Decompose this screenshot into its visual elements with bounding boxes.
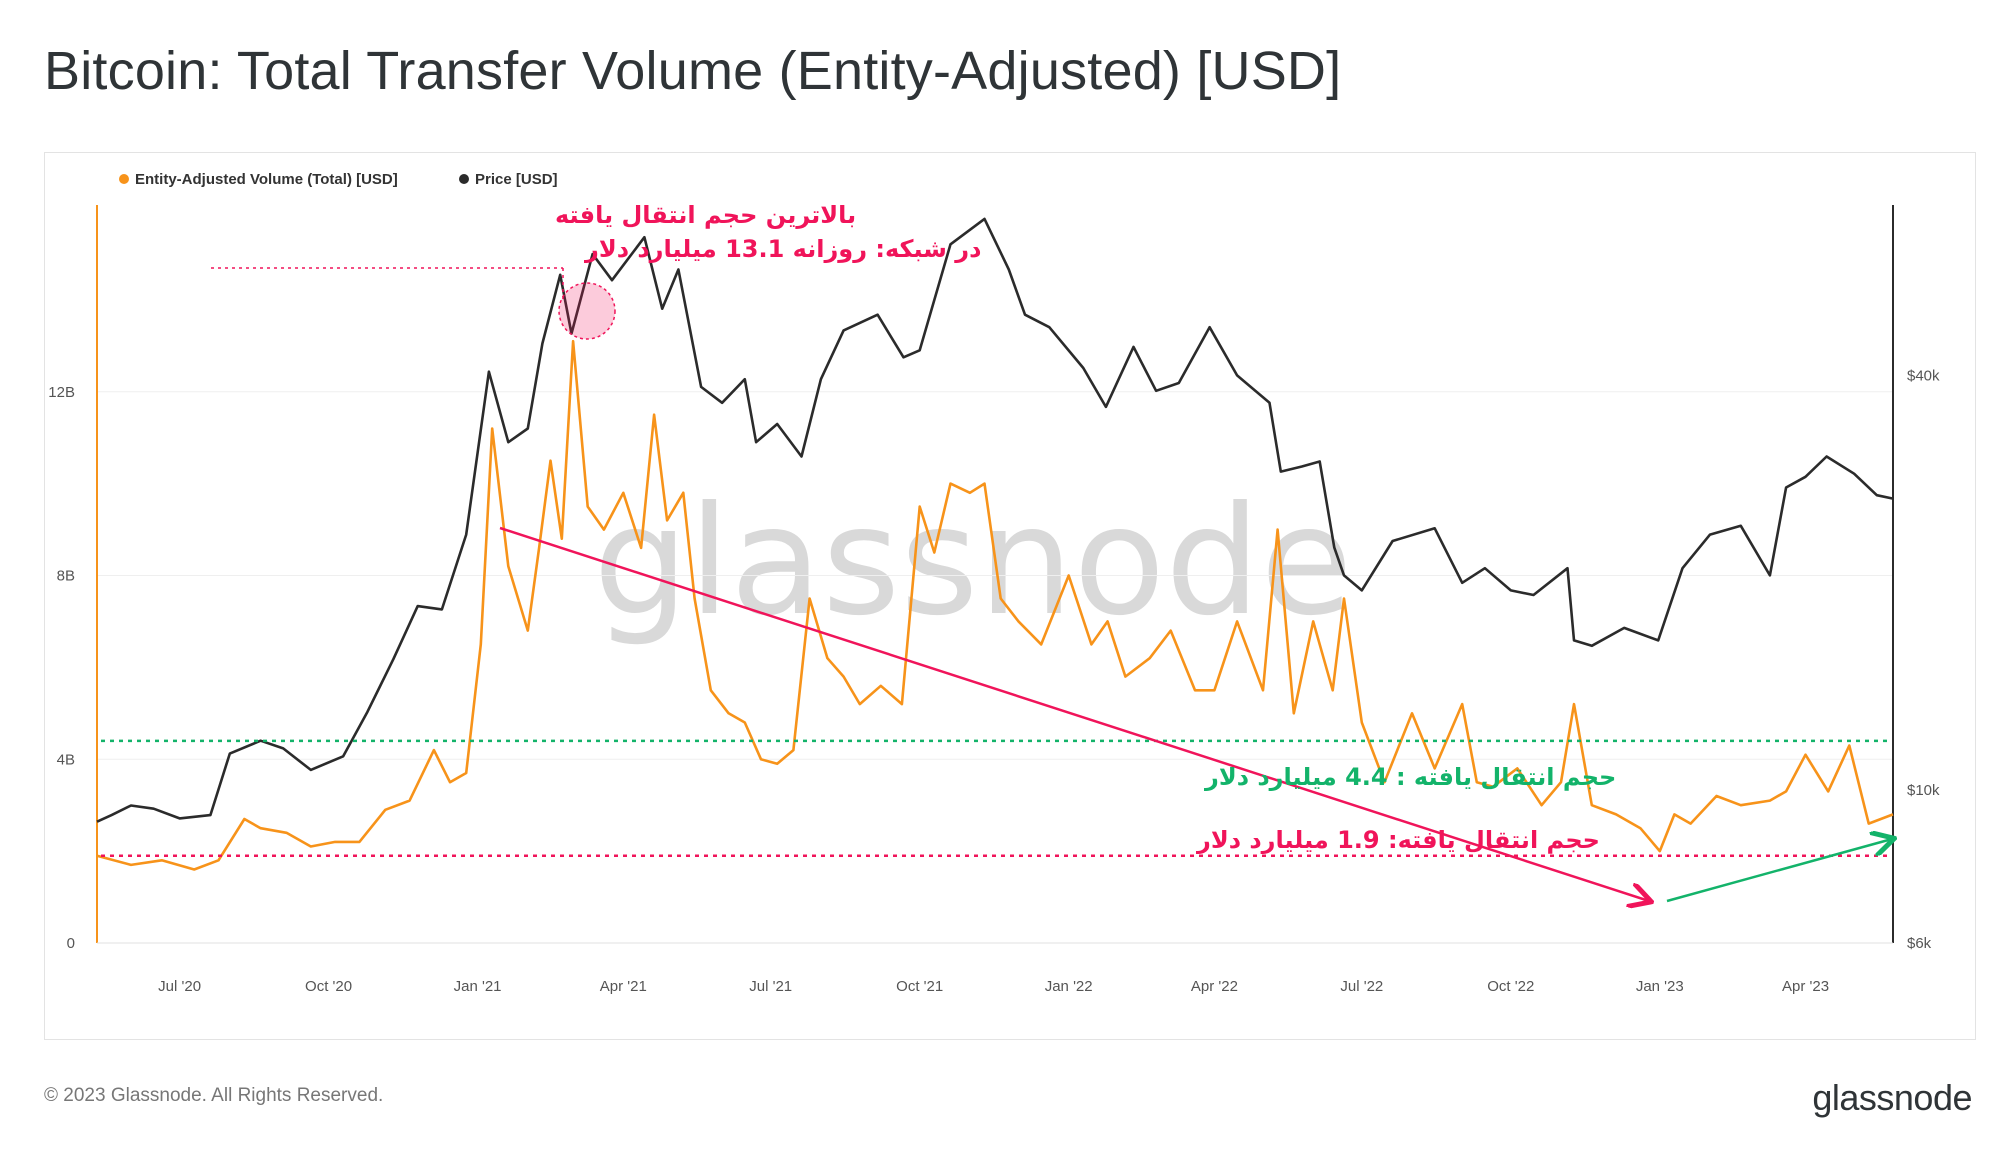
legend-label-volume[interactable]: Entity-Adjusted Volume (Total) [USD] xyxy=(135,171,398,188)
x-tick-label: Jul '22 xyxy=(1340,978,1383,995)
peak-highlight-circle xyxy=(558,282,616,340)
y-left-tick-label: 8B xyxy=(57,568,75,585)
x-tick-label: Jul '20 xyxy=(158,978,201,995)
y-right-tick-label: $40k xyxy=(1907,367,1940,384)
price-series-line xyxy=(96,217,1894,823)
legend: Entity-Adjusted Volume (Total) [USD] Pri… xyxy=(119,171,558,188)
peak-annotation-line2: در شبکه: روزانه 13.1 میلیارد دلار xyxy=(584,235,981,263)
x-tick-label: Jul '21 xyxy=(749,978,792,995)
copyright-text: © 2023 Glassnode. All Rights Reserved. xyxy=(44,1085,384,1106)
downtrend-arrow xyxy=(499,526,1649,901)
legend-label-price[interactable]: Price [USD] xyxy=(475,171,558,188)
x-tick-label: Jan '21 xyxy=(454,978,502,995)
legend-dot-price xyxy=(459,174,469,184)
x-tick-label: Apr '21 xyxy=(600,978,647,995)
x-tick-label: Oct '21 xyxy=(896,978,943,995)
pink-line-label: حجم انتقال یافته: 1.9 میلیارد دلار xyxy=(1196,826,1600,854)
volume-series-line xyxy=(96,339,1894,871)
x-tick-label: Apr '22 xyxy=(1191,978,1238,995)
y-right-tick-label: $6k xyxy=(1907,935,1932,952)
y-left-tick-label: 12B xyxy=(48,384,75,401)
y-left-tick-label: 4B xyxy=(57,751,75,768)
x-tick-label: Apr '23 xyxy=(1782,978,1829,995)
glassnode-logo[interactable]: glassnode xyxy=(1812,1077,1972,1118)
reference-lines xyxy=(101,739,1889,857)
green-line-label: حجم انتقال یافته : 4.4 میلیارد دلار xyxy=(1204,763,1616,791)
x-tick-label: Jan '22 xyxy=(1045,978,1093,995)
watermark: glassnode xyxy=(593,475,1352,649)
uptrend-arrow xyxy=(1666,839,1892,903)
series-layer xyxy=(96,217,1894,871)
y-right-tick-label: $10k xyxy=(1907,782,1940,799)
peak-annotation-line1: بالاترین حجم انتقال یافته xyxy=(555,201,856,229)
chart-frame: glassnode Entity-Adjusted Volume (Total)… xyxy=(44,152,1976,1040)
y-left-tick-label: 0 xyxy=(67,935,75,952)
legend-dot-volume xyxy=(119,174,129,184)
page-title: Bitcoin: Total Transfer Volume (Entity-A… xyxy=(44,41,1342,101)
axes: 0 4B 8B 12B $6k $10k $40k Jul '20 Oct '20 Jan '21… xyxy=(48,205,1940,995)
x-tick-label: Oct '22 xyxy=(1487,978,1534,995)
annotation-layer xyxy=(211,267,1892,903)
x-tick-label: Jan '23 xyxy=(1636,978,1684,995)
chart-svg: glassnode Entity-Adjusted Volume (Total)… xyxy=(48,171,1940,995)
x-tick-label: Oct '20 xyxy=(305,978,352,995)
